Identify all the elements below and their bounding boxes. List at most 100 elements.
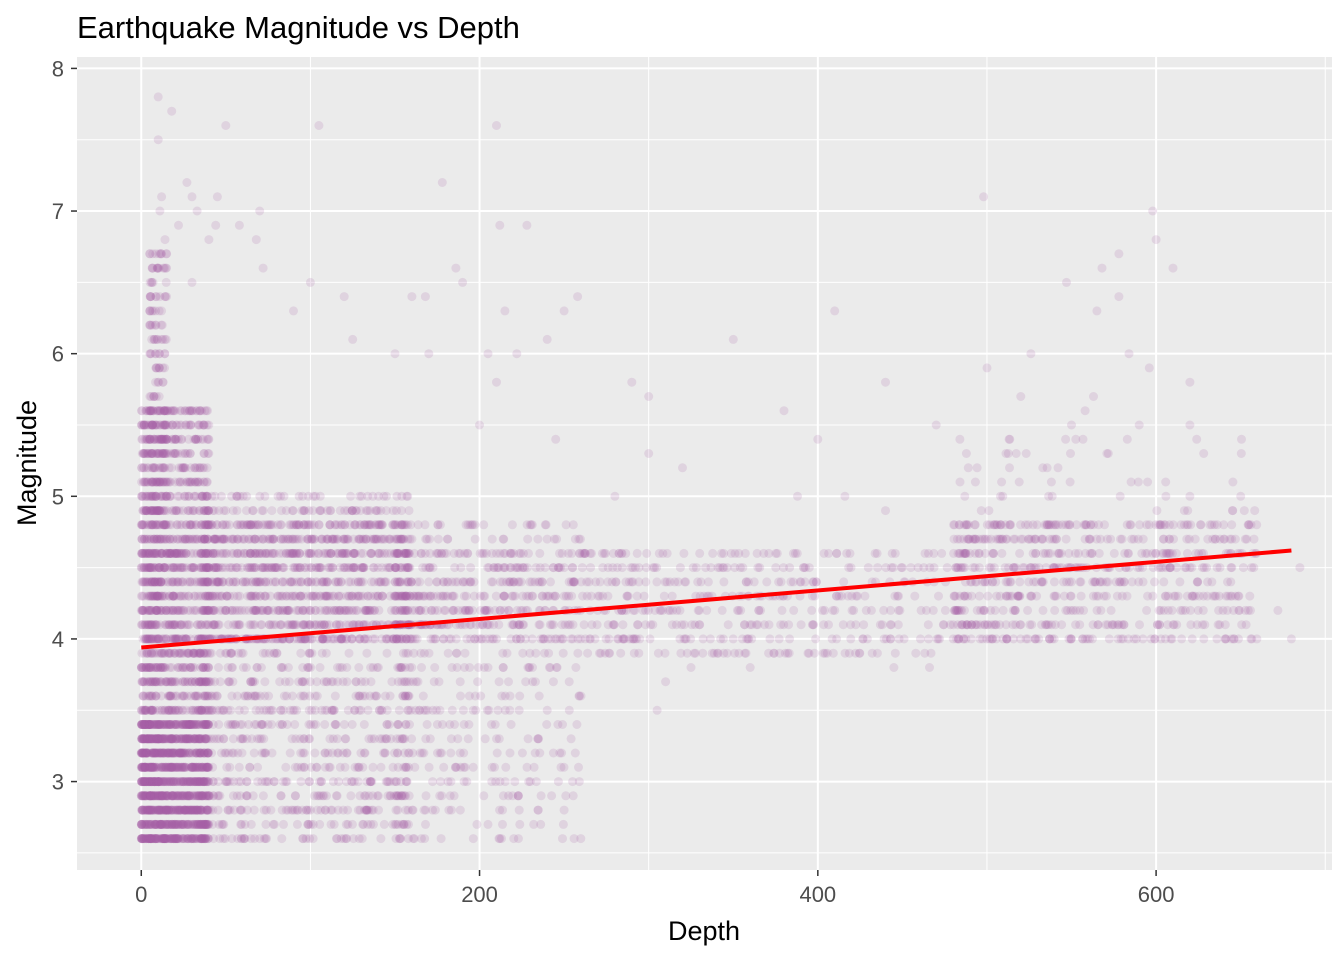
data-point bbox=[325, 734, 335, 744]
data-point bbox=[291, 548, 301, 558]
data-point bbox=[311, 605, 321, 615]
data-point bbox=[419, 648, 429, 658]
data-point bbox=[245, 520, 255, 530]
data-point bbox=[282, 720, 292, 729]
data-point bbox=[157, 762, 167, 772]
data-point bbox=[136, 520, 146, 530]
data-point bbox=[145, 563, 155, 573]
data-point bbox=[283, 663, 293, 672]
data-point bbox=[137, 548, 147, 558]
data-point bbox=[433, 520, 443, 530]
data-point bbox=[507, 520, 517, 530]
data-point bbox=[138, 605, 148, 615]
data-point bbox=[179, 834, 188, 844]
data-point bbox=[339, 534, 349, 544]
data-point bbox=[436, 834, 446, 844]
data-point bbox=[161, 677, 171, 687]
data-point bbox=[144, 834, 154, 844]
data-point bbox=[498, 819, 507, 829]
data-point bbox=[183, 720, 193, 729]
data-point bbox=[342, 663, 352, 672]
data-point bbox=[158, 334, 168, 344]
data-point bbox=[207, 748, 217, 758]
data-point bbox=[141, 748, 151, 758]
data-point bbox=[299, 734, 309, 744]
data-point bbox=[158, 663, 168, 672]
data-point bbox=[168, 406, 178, 416]
data-point bbox=[518, 648, 528, 658]
data-point bbox=[154, 777, 164, 787]
data-point bbox=[548, 748, 558, 758]
data-point bbox=[205, 805, 215, 815]
data-point bbox=[546, 577, 555, 587]
data-point bbox=[419, 805, 429, 815]
data-point bbox=[404, 506, 414, 516]
data-point bbox=[157, 748, 167, 758]
data-point bbox=[174, 506, 184, 516]
data-point bbox=[204, 605, 214, 615]
data-point bbox=[145, 406, 154, 416]
data-point bbox=[145, 677, 155, 687]
data-point bbox=[277, 834, 287, 844]
data-point bbox=[142, 819, 152, 829]
data-point bbox=[340, 605, 350, 615]
data-point bbox=[358, 819, 368, 829]
data-point bbox=[138, 620, 148, 630]
data-point bbox=[147, 620, 157, 630]
data-point bbox=[221, 748, 231, 758]
data-point bbox=[377, 705, 387, 715]
data-point bbox=[151, 705, 161, 715]
data-point bbox=[290, 805, 300, 815]
data-point bbox=[173, 577, 183, 587]
data-point bbox=[529, 819, 539, 829]
data-point bbox=[455, 805, 465, 815]
data-point bbox=[270, 563, 280, 573]
data-point bbox=[276, 791, 286, 801]
data-point bbox=[341, 819, 351, 829]
data-point bbox=[146, 406, 156, 416]
data-point bbox=[251, 577, 261, 587]
chart-title: Earthquake Magnitude vs Depth bbox=[77, 10, 520, 45]
data-point bbox=[517, 748, 527, 758]
data-point bbox=[513, 834, 523, 844]
data-point bbox=[173, 605, 183, 615]
data-point bbox=[148, 663, 158, 672]
data-point bbox=[202, 434, 212, 444]
data-point bbox=[312, 677, 322, 687]
data-point bbox=[185, 506, 195, 516]
data-point bbox=[179, 591, 189, 601]
data-point bbox=[138, 506, 148, 516]
data-point bbox=[315, 663, 325, 672]
data-point bbox=[298, 748, 308, 758]
data-point bbox=[252, 663, 262, 672]
data-point bbox=[147, 491, 157, 501]
data-point bbox=[388, 762, 398, 772]
data-point bbox=[267, 506, 277, 516]
data-point bbox=[151, 463, 160, 473]
data-point bbox=[316, 777, 326, 787]
data-point bbox=[202, 506, 212, 516]
data-point bbox=[185, 605, 195, 615]
data-point bbox=[175, 805, 185, 815]
data-point bbox=[160, 534, 170, 544]
data-point bbox=[213, 777, 223, 787]
data-point bbox=[212, 534, 222, 544]
data-point bbox=[453, 734, 463, 744]
data-point bbox=[141, 777, 151, 787]
data-point bbox=[140, 677, 150, 687]
data-point bbox=[417, 748, 427, 758]
data-point bbox=[160, 705, 170, 715]
data-point bbox=[149, 777, 159, 787]
data-point bbox=[304, 819, 314, 829]
data-point bbox=[410, 762, 420, 772]
data-point bbox=[500, 691, 510, 701]
data-point bbox=[140, 805, 150, 815]
data-point bbox=[282, 605, 292, 615]
data-point bbox=[468, 705, 478, 715]
data-point bbox=[164, 648, 174, 658]
data-point bbox=[418, 691, 428, 701]
data-point bbox=[174, 734, 184, 744]
data-point bbox=[325, 520, 335, 530]
data-point bbox=[340, 734, 350, 744]
data-point bbox=[346, 491, 356, 501]
